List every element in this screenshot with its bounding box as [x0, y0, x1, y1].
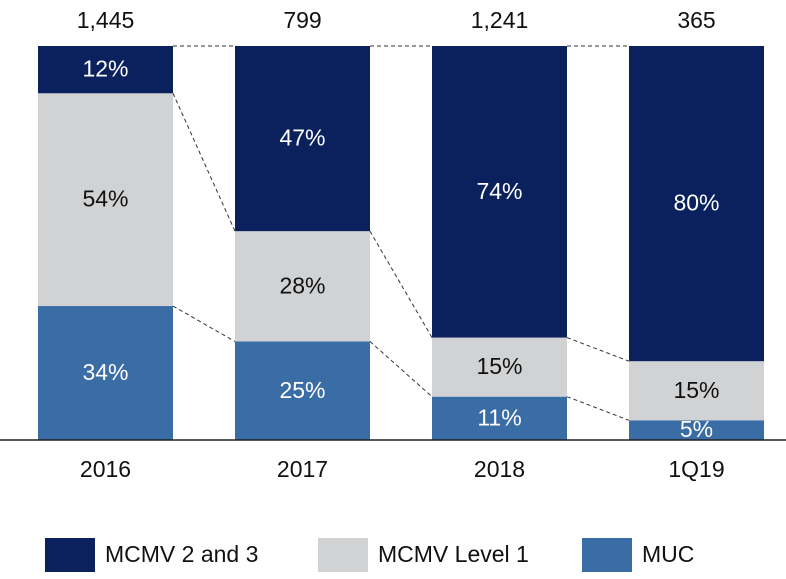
x-tick-label: 1Q19 [668, 456, 724, 482]
bar-segment [235, 231, 370, 342]
connector [566, 396, 630, 421]
data-label: 5% [680, 416, 713, 442]
data-label: 80% [673, 190, 719, 216]
legend-swatch [582, 538, 632, 572]
bar-segment [432, 396, 567, 440]
data-label: 25% [279, 377, 325, 403]
data-label: 12% [82, 56, 128, 82]
legend-label: MCMV Level 1 [378, 541, 529, 567]
total-label: 799 [283, 7, 321, 33]
data-label: 47% [279, 125, 325, 151]
bar-segment [629, 420, 764, 440]
bar-segment [38, 46, 173, 94]
connector [566, 337, 630, 362]
total-label: 365 [677, 7, 715, 33]
x-tick-label: 2017 [277, 456, 328, 482]
data-label: 15% [476, 353, 522, 379]
data-label: 74% [476, 178, 522, 204]
bar-segment [629, 46, 764, 362]
legend-swatch [318, 538, 368, 572]
data-label: 54% [82, 186, 128, 212]
x-tick-label: 2016 [80, 456, 131, 482]
total-label: 1,445 [77, 7, 135, 33]
x-tick-label: 2018 [474, 456, 525, 482]
legend-label: MCMV 2 and 3 [105, 541, 258, 567]
total-label: 1,241 [471, 7, 529, 33]
legend-swatch [45, 538, 95, 572]
bar-segment [235, 46, 370, 232]
connector [369, 341, 433, 398]
data-label: 15% [673, 377, 719, 403]
connector [369, 230, 433, 338]
bar-segment [235, 341, 370, 440]
data-label: 34% [82, 359, 128, 385]
bar-segment [432, 46, 567, 338]
bar-segment [432, 337, 567, 397]
bar-segment [38, 93, 173, 307]
connector [172, 305, 236, 342]
bar-segment [629, 361, 764, 421]
data-label: 11% [477, 404, 521, 430]
connector [172, 93, 236, 232]
legend-label: MUC [642, 541, 694, 567]
bar-segment [38, 306, 173, 440]
data-label: 28% [279, 272, 325, 298]
